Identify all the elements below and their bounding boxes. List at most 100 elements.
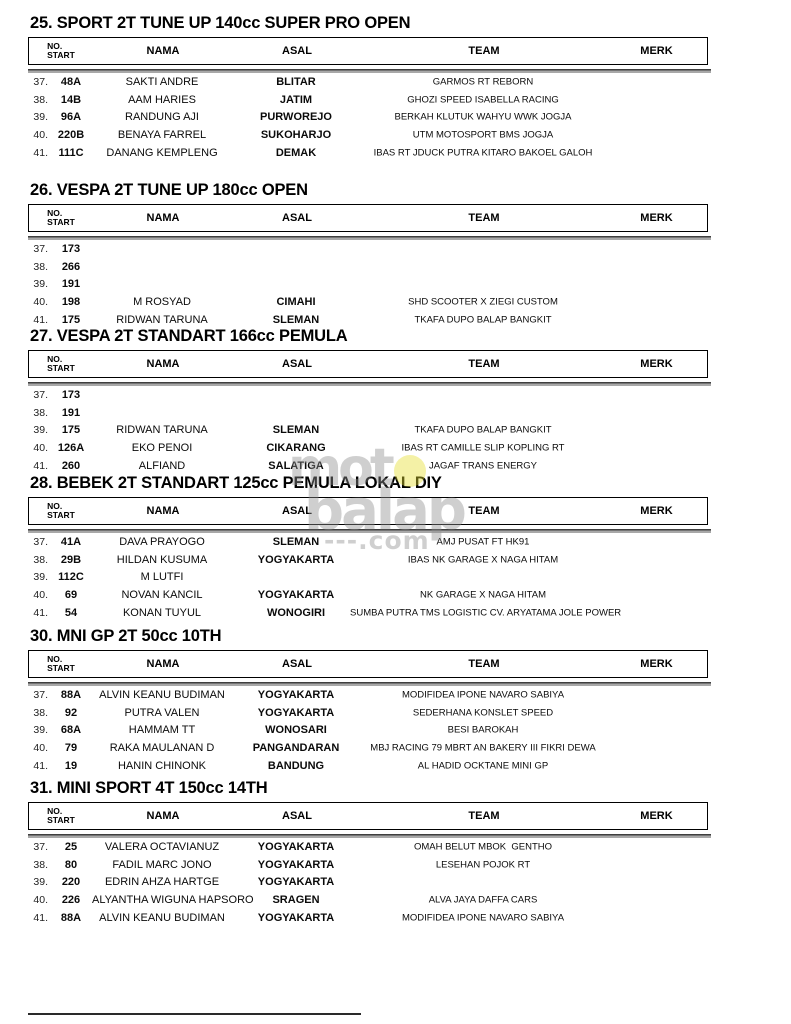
table-row: 38. 266 — [0, 258, 791, 276]
column-header-team: TEAM — [468, 505, 500, 517]
table-rows: 37. 173 38. 266 39. 191 40. 198 M ROSYAD CIMAHI SH… — [0, 240, 791, 329]
cell-nama: M ROSYAD — [133, 296, 191, 309]
section-title: 31. MINI SPORT 4T 150cc 14TH — [30, 779, 268, 797]
table-row: 40. 198 M ROSYAD CIMAHI SHD SCOOTER X ZIEGI … — [0, 293, 791, 311]
cell-asal: BANDUNG — [267, 760, 325, 773]
column-header-team: TEAM — [468, 658, 500, 670]
cell-asal: CIKARANG — [266, 442, 326, 455]
cell-start: 126A — [57, 442, 85, 455]
cell-no: 39. — [33, 571, 48, 584]
table-row: 37. 173 — [0, 240, 791, 258]
race-class-section: 28. BEBEK 2T STANDART 125cc PEMULA LOKAL… — [0, 474, 791, 634]
column-header-merk: MERK — [640, 810, 673, 822]
table-row: 37. 48A SAKTI ANDRE BLITAR GARMOS RT REBORN — [0, 73, 791, 91]
table-header-row: NO. START NAMA ASAL TEAM MERK — [28, 650, 708, 678]
cell-asal: YOGYAKARTA — [257, 876, 335, 889]
table-row: 39. 175 RIDWAN TARUNA SLEMAN TKAFA DUPO BALA… — [0, 422, 791, 440]
table-row: 38. 92 PUTRA VALEN YOGYAKARTA SEDERHANA KONS… — [0, 704, 791, 722]
table-rows: 37. 25 VALERA OCTAVIANUZ YOGYAKARTA OMAH BEL… — [0, 838, 791, 927]
cell-no: 37. — [33, 535, 48, 548]
cell-no: 41. — [33, 314, 48, 327]
cell-no: 41. — [33, 460, 48, 473]
cell-start: 69 — [64, 589, 78, 602]
cell-nama: NOVAN KANCIL — [121, 589, 203, 602]
column-header-merk: MERK — [640, 505, 673, 517]
cell-start: 14B — [60, 93, 82, 106]
table-row: 39. 96A RANDUNG AJI PURWOREJO BERKAH KLUTUK … — [0, 109, 791, 127]
column-header-no-start: NO. START — [47, 653, 75, 673]
column-header-asal: ASAL — [282, 45, 312, 57]
cell-asal: SALATIGA — [268, 460, 324, 473]
column-header-no-start: NO. START — [47, 500, 75, 520]
cell-asal: SRAGEN — [272, 894, 320, 907]
column-header-merk: MERK — [640, 212, 673, 224]
column-header-no-start: NO. START — [47, 207, 75, 227]
table-row: 39. 220 EDRIN AHZA HARTGE YOGYAKARTA — [0, 874, 791, 892]
cell-nama: M LUTFI — [140, 571, 184, 584]
cell-start: 88A — [60, 912, 82, 925]
cell-start: 68A — [60, 724, 82, 737]
cell-asal: PANGANDARAN — [252, 742, 340, 755]
column-header-merk: MERK — [640, 358, 673, 370]
cell-no: 37. — [33, 75, 48, 88]
cell-asal: WONOSARI — [265, 724, 327, 737]
race-class-section: 26. VESPA 2T TUNE UP 180cc OPEN NO. STAR… — [0, 181, 791, 341]
header-underline-band — [28, 834, 711, 838]
table-row: 40. 220B BENAYA FARREL SUKOHARJO UTM MOTOSPO… — [0, 126, 791, 144]
cell-start: 19 — [64, 760, 78, 773]
race-class-section: 31. MINI SPORT 4T 150cc 14TH NO. START N… — [0, 779, 791, 939]
race-class-section: 25. SPORT 2T TUNE UP 140cc SUPER PRO OPE… — [0, 14, 791, 174]
cell-team: MODIFIDEA IPONE NAVARO SABIYA — [401, 689, 565, 701]
cell-nama: HAMMAM TT — [128, 724, 196, 737]
cell-nama: PUTRA VALEN — [124, 706, 200, 719]
cell-team: IBAS RT CAMILLE SLIP KOPLING RT — [401, 442, 565, 454]
table-rows: 37. 88A ALVIN KEANU BUDIMAN YOGYAKARTA MODIF… — [0, 686, 791, 775]
cell-team: SUMBA PUTRA TMS LOGISTIC CV. ARYATAMA JO… — [350, 607, 622, 619]
race-class-section: 30. MNI GP 2T 50cc 10TH NO. START NAMA A… — [0, 627, 791, 787]
cell-team: SHD SCOOTER X ZIEGI CUSTOM — [408, 296, 558, 308]
cell-nama: DAVA PRAYOGO — [119, 535, 205, 548]
cell-nama: SAKTI ANDRE — [125, 75, 199, 88]
cell-nama: RANDUNG AJI — [125, 111, 199, 124]
cell-start: 111C — [58, 147, 84, 160]
cell-no: 41. — [33, 607, 48, 620]
table-row: 41. 175 RIDWAN TARUNA SLEMAN TKAFA DUPO BALA… — [0, 311, 791, 329]
cell-team: TKAFA DUPO BALAP BANGKIT — [414, 314, 552, 326]
table-row: 41. 54 KONAN TUYUL WONOGIRI SUMBA PUTRA TMS … — [0, 604, 791, 622]
cell-start: 260 — [61, 460, 81, 473]
column-header-asal: ASAL — [282, 505, 312, 517]
table-row: 39. 112C M LUTFI — [0, 569, 791, 587]
table-row: 37. 25 VALERA OCTAVIANUZ YOGYAKARTA OMAH BEL… — [0, 838, 791, 856]
cell-start: 173 — [61, 242, 81, 255]
cell-team: JAGAF TRANS ENERGY — [428, 460, 538, 472]
column-header-team: TEAM — [468, 45, 500, 57]
cell-start: 220 — [61, 876, 81, 889]
column-header-no-start: NO. START — [47, 805, 75, 825]
cell-nama: RIDWAN TARUNA — [116, 424, 208, 437]
table-header-row: NO. START NAMA ASAL TEAM MERK — [28, 802, 708, 830]
table-row: 37. 173 — [0, 386, 791, 404]
table-row: 38. 29B HILDAN KUSUMA YOGYAKARTA IBAS NK GAR… — [0, 551, 791, 569]
cell-start: 96A — [60, 111, 82, 124]
cell-team: AMJ PUSAT FT HK91 — [436, 536, 530, 548]
cell-team: MBJ RACING 79 MBRT AN BAKERY III FIKRI D… — [370, 742, 596, 754]
cell-asal: YOGYAKARTA — [257, 553, 335, 566]
cell-no: 41. — [33, 760, 48, 773]
header-underline-band — [28, 682, 711, 686]
cell-nama: EKO PENOI — [131, 442, 193, 455]
cell-nama: RAKA MAULANAN D — [109, 742, 215, 755]
cell-nama: HILDAN KUSUMA — [116, 553, 208, 566]
cell-no: 40. — [33, 129, 48, 142]
table-row: 40. 79 RAKA MAULANAN D PANGANDARAN MBJ RACIN… — [0, 739, 791, 757]
cell-team: ALVA JAYA DAFFA CARS — [428, 894, 538, 906]
table-row: 38. 14B AAM HARIES JATIM GHOZI SPEED ISABELL… — [0, 91, 791, 109]
table-row: 37. 41A DAVA PRAYOGO SLEMAN AMJ PUSAT FT HK9… — [0, 533, 791, 551]
cell-nama: DANANG KEMPLENG — [106, 147, 218, 160]
cell-start: 41A — [60, 535, 82, 548]
cell-nama: HANIN CHINONK — [117, 760, 206, 773]
cell-no: 38. — [33, 858, 48, 871]
cell-team: AL HADID OCKTANE MINI GP — [417, 760, 549, 772]
section-title: 28. BEBEK 2T STANDART 125cc PEMULA LOKAL… — [30, 474, 442, 492]
table-header-row: NO. START NAMA ASAL TEAM MERK — [28, 350, 708, 378]
